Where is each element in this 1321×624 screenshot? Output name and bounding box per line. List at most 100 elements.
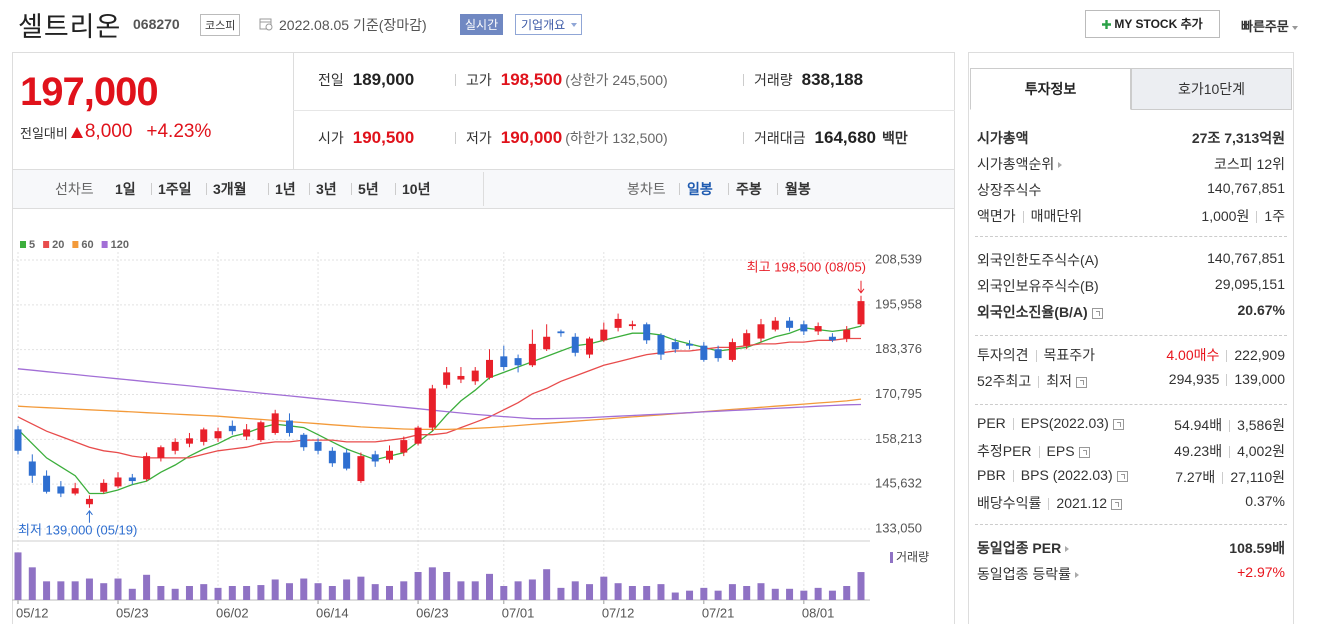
volume-bar	[514, 581, 522, 600]
tab-item[interactable]: 3개월	[213, 181, 247, 197]
volume-bar	[428, 567, 436, 600]
info-value: 140,767,851	[1207, 250, 1285, 266]
volume-bar	[814, 587, 822, 600]
volume-bar	[400, 581, 408, 600]
tab-item[interactable]: 월봉	[785, 181, 811, 197]
calendar-icon	[259, 18, 273, 31]
info-value: 140,767,851	[1207, 180, 1285, 196]
info-value: 4.00매수	[1166, 347, 1220, 363]
info-value-group: 코스피 12위	[1214, 154, 1285, 174]
help-icon[interactable]	[1075, 376, 1087, 388]
info-label-group: 투자의견 목표주가	[977, 345, 1095, 365]
separator	[351, 183, 352, 195]
info-label: EPS	[1046, 443, 1075, 459]
help-icon[interactable]	[1116, 470, 1128, 482]
candle-body	[586, 338, 594, 355]
y-tick-label: 208,539	[875, 251, 922, 266]
help-icon[interactable]	[1111, 498, 1123, 510]
company-dropdown[interactable]: 기업개요	[515, 14, 583, 35]
tab-item[interactable]: 1일	[115, 181, 136, 197]
info-label-group: 배당수익률 2021.12	[977, 493, 1123, 513]
volume-bar	[228, 586, 236, 600]
volume-bar	[486, 573, 494, 600]
tab-item[interactable]: 주봉	[736, 181, 762, 197]
info-tab[interactable]: 투자정보	[970, 68, 1131, 110]
candle-body	[371, 454, 379, 462]
quick-order[interactable]: 빠른주문	[1241, 16, 1298, 35]
info-value-group: 294,935 139,000	[1169, 371, 1285, 387]
separator	[1222, 472, 1224, 485]
separator	[395, 183, 396, 195]
separator	[1022, 211, 1024, 224]
tab-item[interactable]: 10년	[402, 181, 431, 197]
info-tab[interactable]: 호가10단계	[1131, 68, 1292, 110]
info-label-group: 외국인소진율(B/A)	[977, 302, 1103, 322]
quote-label: 거래대금	[754, 130, 806, 146]
candle-body	[28, 461, 36, 476]
candle-body	[528, 343, 536, 366]
separator	[151, 183, 152, 195]
volume-bar	[28, 567, 36, 600]
volume-bar	[714, 590, 722, 600]
info-label: 상장주식수	[977, 182, 1042, 198]
candle-body	[214, 431, 222, 439]
realtime-badge[interactable]: 실시간	[460, 14, 504, 35]
volume-bar	[357, 576, 365, 600]
volume-bar	[285, 583, 293, 600]
tab-item[interactable]: 1년	[275, 181, 296, 197]
info-label: 최저	[1046, 373, 1072, 389]
quote-label: 저가	[466, 130, 492, 146]
change-row: 전일대비 8,000 +4.23%	[20, 121, 211, 143]
candle-body	[343, 452, 351, 469]
info-label: 투자의견	[977, 347, 1029, 363]
candle-body	[643, 324, 651, 341]
separator	[268, 183, 269, 195]
tab-item[interactable]: 5년	[358, 181, 379, 197]
volume-bar	[828, 590, 836, 600]
info-label: 시가총액	[977, 130, 1029, 146]
volume-bar	[686, 590, 694, 600]
help-icon[interactable]	[1112, 418, 1124, 430]
mystock-button[interactable]: MY STOCK 추가	[1085, 10, 1220, 38]
tab-item[interactable]: 1주일	[158, 181, 192, 197]
legend-label: 120	[111, 239, 129, 251]
tab-item[interactable]: 3년	[316, 181, 337, 197]
info-value: 3,586원	[1237, 417, 1285, 433]
market-badge: 코스피	[200, 14, 241, 36]
volume-bar	[143, 574, 151, 600]
info-value: 4,002원	[1237, 443, 1285, 459]
info-value: 139,000	[1234, 371, 1285, 387]
info-label: PER	[977, 415, 1006, 431]
volume-bar	[657, 584, 665, 600]
tab-item[interactable]: 일봉	[687, 181, 713, 197]
volume-bar	[385, 586, 393, 600]
x-tick-label: 06/23	[416, 605, 449, 620]
candle-body	[85, 498, 93, 505]
volume-legend-label: 거래량	[896, 550, 929, 564]
info-value-group: 27조 7,313억원	[1192, 128, 1285, 148]
stock-chart: 5 20 60 120 208,539 195,958 183,376 170,795 158,…	[12, 239, 929, 620]
divider	[293, 110, 955, 111]
candle-body	[443, 372, 451, 385]
help-icon[interactable]	[1091, 307, 1103, 319]
info-value: 1,000원	[1201, 208, 1250, 224]
high-arrow	[857, 280, 865, 294]
candle-body	[828, 336, 836, 341]
candle-body	[128, 477, 136, 482]
arrow-icon	[1058, 162, 1063, 169]
volume-bar	[43, 581, 51, 600]
help-icon[interactable]	[1078, 446, 1090, 458]
volume-bar	[128, 588, 136, 600]
info-label: 2021.12	[1056, 495, 1108, 511]
candle-body	[428, 388, 436, 428]
volume-bar	[300, 578, 308, 600]
volume-bar	[743, 586, 751, 600]
separator	[777, 183, 778, 195]
mystock-label: MY STOCK 추가	[1114, 17, 1203, 31]
quote-note: (하한가 132,500)	[565, 130, 668, 146]
info-value: 29,095,151	[1214, 276, 1285, 292]
info-label-group: 시가총액	[977, 128, 1029, 148]
up-triangle	[70, 126, 83, 138]
info-label-group: 액면가 매매단위	[977, 206, 1082, 226]
info-value-group: 7.27배 27,110원	[1175, 467, 1285, 487]
